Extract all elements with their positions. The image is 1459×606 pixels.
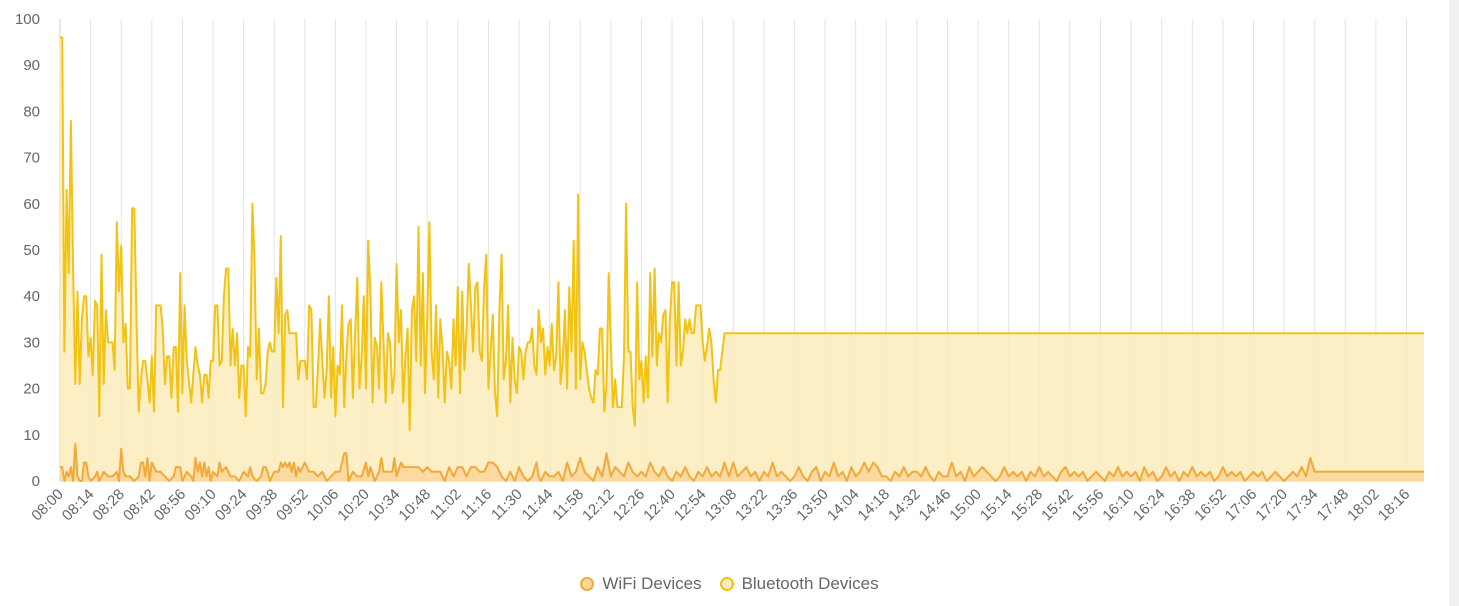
x-tick-label-29: 14:46	[916, 486, 955, 525]
y-tick-label-100: 100	[15, 11, 40, 28]
x-tick-label-0: 08:00	[28, 486, 67, 525]
y-tick-label-90: 90	[23, 57, 40, 74]
x-tick-label-9: 10:06	[304, 486, 343, 525]
x-tick-label-28: 14:32	[885, 486, 924, 525]
legend-swatch-wifi-icon	[580, 577, 595, 591]
y-tick-label-10: 10	[23, 427, 40, 444]
x-tick-label-25: 13:50	[793, 486, 832, 525]
x-tick-label-7: 09:38	[242, 486, 281, 525]
y-tick-label-30: 30	[23, 334, 40, 351]
x-tick-label-5: 09:10	[181, 486, 220, 525]
x-tick-label-11: 10:34	[365, 486, 404, 525]
legend-label-wifi: WiFi Devices	[602, 574, 702, 593]
x-tick-label-38: 16:52	[1191, 486, 1230, 525]
x-tick-label-36: 16:24	[1130, 486, 1169, 525]
x-tick-label-15: 11:30	[488, 486, 526, 524]
y-tick-label-80: 80	[23, 103, 40, 120]
x-tick-label-30: 15:00	[946, 486, 985, 525]
x-tick-label-35: 16:10	[1099, 486, 1138, 525]
x-tick-label-32: 15:28	[1008, 486, 1047, 525]
y-tick-label-40: 40	[23, 288, 40, 305]
series-line-wifi-devices[interactable]	[60, 443, 1424, 482]
x-tick-label-33: 15:42	[1038, 486, 1077, 525]
area-fill-bluetooth-devices	[60, 37, 1424, 481]
x-tick-label-40: 17:20	[1252, 486, 1291, 525]
y-tick-labels: 0 10 20 30 40 50 60 70 80 90 100	[15, 11, 40, 490]
x-tick-label-43: 18:02	[1344, 486, 1383, 525]
x-tick-label-20: 12:40	[640, 486, 679, 525]
x-tick-label-22: 13:08	[702, 486, 741, 525]
x-tick-label-24: 13:36	[763, 486, 802, 525]
x-tick-label-44: 18:16	[1375, 486, 1414, 525]
x-tick-label-1: 08:14	[59, 486, 98, 525]
x-tick-label-4: 08:56	[151, 486, 190, 525]
legend-label-bluetooth: Bluetooth Devices	[741, 574, 879, 593]
x-tick-label-12: 10:48	[395, 486, 434, 525]
series-line-bluetooth-devices[interactable]	[60, 36, 1424, 432]
x-tick-label-14: 11:16	[457, 486, 495, 524]
x-tick-label-16: 11:44	[519, 486, 557, 524]
x-tick-label-6: 09:24	[212, 486, 251, 525]
page-scrollbar[interactable]	[1449, 0, 1459, 606]
chart-legend: WiFi Devices Bluetooth Devices	[0, 574, 1459, 594]
x-tick-label-37: 16:38	[1161, 486, 1200, 525]
legend-item-bluetooth-devices[interactable]: Bluetooth Devices	[719, 574, 879, 594]
legend-swatch-bluetooth-icon	[719, 577, 734, 591]
x-tick-label-2: 08:28	[89, 486, 128, 525]
x-tick-label-23: 13:22	[732, 486, 771, 525]
x-tick-label-19: 12:26	[610, 486, 649, 525]
y-tick-label-0: 0	[32, 473, 40, 490]
x-tick-label-27: 14:18	[855, 486, 894, 525]
x-tick-label-41: 17:34	[1283, 486, 1322, 525]
x-tick-label-31: 15:14	[977, 486, 1016, 525]
y-tick-label-60: 60	[23, 196, 40, 213]
x-tick-label-34: 15:56	[1069, 486, 1108, 525]
y-tick-label-50: 50	[23, 242, 40, 259]
area-fill-wifi-devices	[60, 444, 1424, 481]
x-tick-label-21: 12:54	[671, 486, 710, 525]
legend-item-wifi-devices[interactable]: WiFi Devices	[580, 574, 702, 594]
x-tick-labels: 08:0008:1408:2808:4208:5609:1009:2409:38…	[28, 486, 1413, 525]
x-tick-label-3: 08:42	[120, 486, 159, 525]
x-tick-label-8: 09:52	[273, 486, 312, 525]
x-tick-label-17: 11:58	[549, 486, 587, 524]
x-tick-label-26: 14:04	[824, 486, 863, 525]
series-layer	[60, 36, 1424, 482]
x-tick-label-10: 10:20	[334, 486, 373, 525]
x-tick-label-13: 11:02	[427, 486, 465, 524]
x-tick-label-18: 12:12	[579, 486, 618, 525]
y-tick-label-20: 20	[23, 381, 40, 398]
y-tick-label-70: 70	[23, 150, 40, 167]
x-tick-label-42: 17:48	[1314, 486, 1353, 525]
x-tick-label-39: 17:06	[1222, 486, 1261, 525]
